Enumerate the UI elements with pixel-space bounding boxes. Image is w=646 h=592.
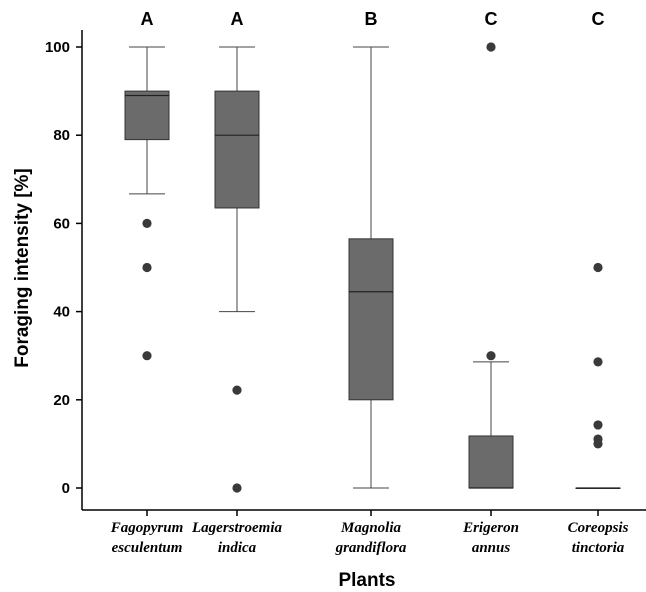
- y-tick-label: 0: [62, 480, 70, 497]
- outlier-point: [593, 262, 603, 273]
- outlier-point: [486, 351, 496, 361]
- y-tick-label: 40: [53, 304, 70, 321]
- x-tick-label: Lagerstroemia: [191, 520, 282, 536]
- x-tick-label: esculentum: [112, 540, 183, 556]
- box: [124, 90, 170, 141]
- x-tick-label: grandiflora: [335, 540, 407, 556]
- x-tick-label: Coreopsis: [568, 520, 629, 536]
- x-tick-label: tinctoria: [572, 540, 625, 556]
- outlier-point: [593, 439, 603, 449]
- box: [468, 435, 514, 489]
- outlier-point: [142, 351, 152, 361]
- box: [214, 90, 260, 209]
- x-tick-label: indica: [218, 540, 257, 556]
- y-tick-label: 100: [45, 39, 70, 56]
- y-axis-label: Foraging intensity [%]: [12, 168, 33, 368]
- outlier-point: [142, 262, 152, 273]
- y-tick-label: 60: [53, 215, 70, 232]
- y-tick-label: 20: [53, 392, 70, 409]
- group-letter: C: [592, 9, 605, 29]
- outlier-point: [486, 42, 496, 52]
- group-letter: C: [485, 9, 498, 29]
- x-tick-label: annus: [472, 540, 511, 556]
- outlier-point: [593, 420, 603, 430]
- outlier-point: [232, 483, 242, 493]
- group-letter: A: [231, 9, 244, 29]
- axes: 0 20 40 60 80 100 Fagopyrum esculentum A Lagerstr…: [45, 9, 646, 556]
- outlier-point: [232, 385, 242, 395]
- box-marks: [124, 42, 621, 493]
- group-letter: A: [141, 9, 154, 29]
- outlier-point: [593, 357, 603, 367]
- outlier-point: [142, 218, 152, 228]
- group-letter: B: [365, 9, 378, 29]
- x-axis-label: Plants: [338, 570, 395, 591]
- y-tick-label: 80: [53, 127, 70, 144]
- x-tick-label: Magnolia: [340, 520, 402, 536]
- x-tick-label: Fagopyrum: [110, 520, 184, 536]
- box: [348, 238, 394, 401]
- x-tick-label: Erigeron: [462, 520, 519, 536]
